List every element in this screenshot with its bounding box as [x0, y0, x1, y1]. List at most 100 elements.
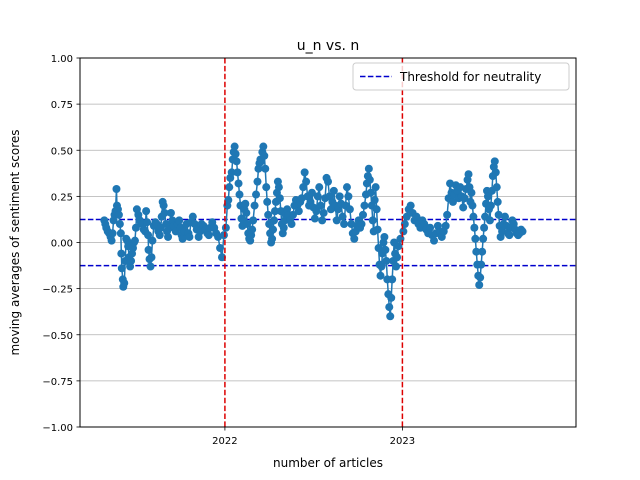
y-tick-label: −0.50 — [42, 331, 73, 342]
data-point — [493, 197, 502, 206]
data-point — [221, 223, 230, 232]
data-point — [269, 225, 278, 234]
data-point — [312, 207, 321, 216]
data-point — [288, 210, 297, 219]
data-point — [252, 190, 261, 199]
data-point — [271, 207, 279, 216]
data-point — [505, 231, 514, 240]
data-point — [492, 183, 501, 192]
data-point — [480, 223, 489, 232]
data-point — [365, 175, 374, 184]
y-tick-label: 0.75 — [51, 100, 73, 111]
data-point — [381, 245, 390, 254]
data-point — [249, 216, 258, 225]
data-point — [394, 242, 403, 251]
data-point — [231, 149, 240, 158]
data-point — [279, 223, 288, 232]
data-point — [385, 303, 394, 312]
data-point — [224, 196, 233, 205]
data-point — [225, 183, 234, 192]
data-point — [147, 253, 156, 262]
data-point — [430, 236, 439, 245]
data-point — [476, 273, 485, 282]
data-point — [443, 210, 452, 219]
data-point — [338, 212, 347, 221]
data-point — [230, 142, 239, 151]
data-point — [471, 234, 480, 243]
data-point — [260, 151, 269, 160]
x-axis: 2022 2023 — [212, 427, 415, 447]
data-point — [253, 177, 262, 186]
data-point — [316, 201, 325, 210]
data-point — [371, 183, 380, 192]
data-point — [148, 236, 157, 245]
data-point — [287, 220, 296, 229]
y-axis-label: moving averages of sentiment scores — [8, 129, 22, 355]
data-point — [494, 210, 503, 219]
x-axis-label: number of articles — [273, 456, 383, 470]
data-point — [241, 199, 250, 208]
data-point — [377, 262, 386, 271]
legend-box — [352, 62, 570, 91]
data-point — [426, 223, 435, 232]
data-point — [464, 170, 473, 179]
data-point — [467, 188, 476, 197]
legend-threshold-label: Threshold for neutrality — [399, 70, 541, 84]
data-point — [501, 212, 509, 221]
data-point — [178, 234, 187, 243]
data-point — [217, 253, 226, 262]
data-point — [319, 208, 328, 217]
data-point — [485, 216, 494, 225]
data-point — [490, 157, 499, 166]
data-point — [380, 232, 389, 241]
data-point — [387, 293, 396, 302]
data-point — [117, 264, 126, 273]
data-point — [270, 216, 279, 225]
data-point — [392, 262, 401, 271]
y-tick-label: 0.50 — [51, 146, 73, 157]
data-point — [112, 185, 121, 193]
data-point — [144, 231, 153, 240]
data-point — [142, 207, 151, 216]
data-point — [364, 164, 373, 173]
x-tick-label: 2022 — [212, 436, 237, 447]
data-point — [376, 271, 385, 280]
x-tick-label: 2023 — [390, 436, 415, 447]
data-point — [115, 220, 124, 229]
data-point — [116, 229, 125, 238]
data-point — [108, 229, 117, 238]
data-point — [393, 253, 402, 262]
data-point — [232, 157, 241, 166]
data-point — [459, 203, 468, 212]
data-point — [235, 190, 244, 199]
data-point — [468, 201, 477, 210]
data-point — [372, 205, 381, 214]
data-point — [344, 192, 353, 201]
data-point — [329, 186, 338, 195]
data-point — [350, 234, 359, 243]
data-point — [243, 220, 252, 229]
data-point — [470, 223, 479, 232]
data-point — [399, 227, 408, 236]
data-point — [261, 164, 270, 173]
data-point — [340, 220, 349, 229]
data-point — [483, 192, 492, 201]
data-point — [475, 280, 484, 289]
data-point — [302, 177, 311, 186]
data-point — [396, 234, 405, 243]
y-tick-label: 1.00 — [51, 54, 73, 65]
data-point — [479, 234, 488, 243]
data-point — [370, 196, 379, 205]
data-point — [268, 234, 277, 243]
data-point — [188, 212, 197, 221]
data-point — [310, 214, 319, 223]
data-point — [248, 225, 257, 234]
data-point — [204, 231, 213, 240]
data-point — [478, 247, 487, 256]
data-point — [373, 225, 382, 234]
data-point — [374, 244, 383, 253]
y-tick-label: 0.00 — [51, 239, 73, 250]
y-axis: −1.00 −0.75 −0.50 −0.25 0.00 0.25 0.50 0.75 1.00 — [42, 54, 80, 434]
data-point — [368, 216, 377, 225]
